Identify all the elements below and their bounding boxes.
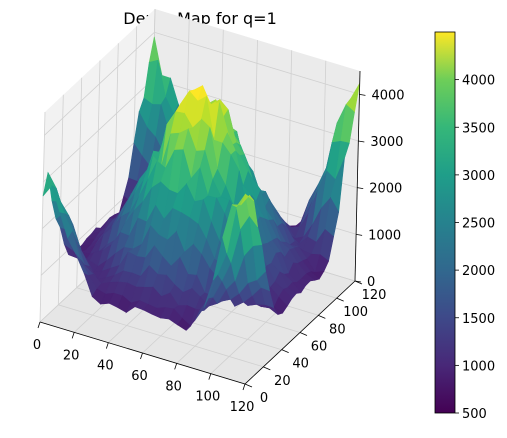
y-tick-mark: [299, 332, 308, 336]
y-tick-mark: [318, 314, 326, 319]
z-tick-mark: [356, 233, 363, 236]
axis-ticks: 0204060801001200204060801001200100020003…: [33, 88, 405, 415]
colorbar-tick-label: 3500: [462, 121, 495, 136]
z-tick-label: 2000: [369, 182, 402, 197]
y-tick-label: 60: [311, 340, 328, 355]
colorbar-gradient: [434, 31, 456, 414]
y-tick-label: 40: [292, 357, 309, 372]
grid-line-z: [44, 31, 360, 136]
colorbar-tick-label: 500: [462, 407, 487, 422]
y-tick-mark: [263, 366, 271, 371]
x-tick-mark: [208, 373, 212, 380]
z-tick-mark: [354, 280, 362, 283]
y-tick-label: 20: [274, 374, 291, 389]
x-tick-mark: [242, 383, 246, 391]
x-tick-mark: [37, 321, 41, 329]
x-tick-mark: [140, 352, 143, 360]
colorbar-ticks: 500 1000 1500 2000 2500 3000 3500 4000: [455, 74, 495, 422]
y-tick-label: 100: [343, 305, 368, 320]
z-tick-label: 0: [367, 275, 375, 290]
colorbar: 500 1000 1500 2000 2500 3000 3500 4000: [434, 31, 495, 422]
x-tick-label: 120: [230, 400, 255, 415]
y-tick-label: 120: [362, 288, 387, 303]
x-tick-label: 20: [63, 348, 80, 363]
z-tick-mark: [357, 187, 364, 190]
y-tick-mark: [336, 297, 344, 302]
x-tick-mark: [174, 363, 178, 370]
z-axis-line: [354, 70, 361, 282]
colorbar-tick-label: 3000: [462, 169, 495, 184]
z-tick-label: 4000: [371, 88, 404, 103]
x-tick-mark: [105, 342, 109, 349]
y-tick-label: 80: [329, 322, 346, 337]
z-tick-mark: [358, 140, 365, 143]
surface-cell: [240, 193, 255, 206]
colorbar-tick-label: 1000: [462, 359, 495, 374]
z-tick-label: 3000: [370, 135, 403, 150]
colorbar-tick-label: 2000: [462, 264, 495, 279]
z-tick-label: 1000: [368, 228, 401, 243]
x-tick-label: 80: [165, 379, 182, 394]
x-tick-mark: [71, 332, 75, 339]
y-tick-mark: [281, 349, 289, 354]
x-tick-label: 100: [195, 390, 220, 405]
x-tick-label: 60: [131, 369, 148, 384]
x-tick-label: 40: [97, 359, 114, 374]
y-tick-label: 0: [260, 391, 268, 406]
surface-plot: [42, 36, 360, 331]
colorbar-tick-label: 1500: [462, 312, 495, 327]
y-tick-mark: [244, 383, 253, 388]
x-tick-label: 0: [33, 338, 41, 353]
colorbar-tick-label: 4000: [462, 74, 495, 89]
z-tick-mark: [359, 93, 366, 96]
colorbar-tick-label: 2500: [462, 217, 495, 232]
